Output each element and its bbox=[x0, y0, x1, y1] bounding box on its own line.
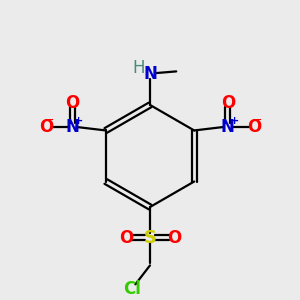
Text: N: N bbox=[143, 65, 157, 83]
Text: +: + bbox=[74, 116, 83, 126]
Text: O: O bbox=[167, 229, 181, 247]
Text: N: N bbox=[221, 118, 235, 136]
Text: O: O bbox=[65, 94, 80, 112]
Text: O: O bbox=[119, 229, 133, 247]
Text: −: − bbox=[44, 114, 54, 127]
Text: O: O bbox=[247, 118, 261, 136]
Text: Cl: Cl bbox=[124, 280, 141, 298]
Text: +: + bbox=[230, 116, 239, 126]
Text: H: H bbox=[133, 59, 145, 77]
Text: S: S bbox=[143, 229, 157, 247]
Text: N: N bbox=[65, 118, 79, 136]
Text: O: O bbox=[39, 118, 53, 136]
Text: O: O bbox=[220, 94, 235, 112]
Text: −: − bbox=[252, 114, 262, 127]
